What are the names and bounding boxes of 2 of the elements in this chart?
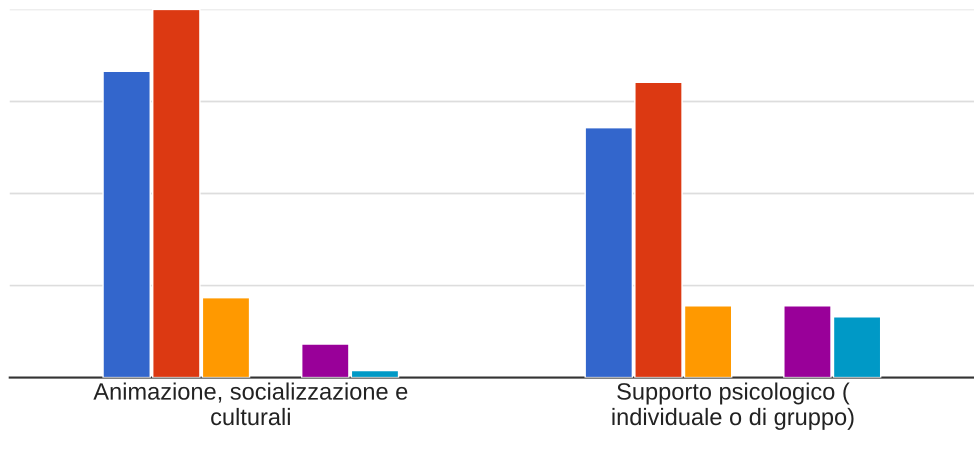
x-tick-label: Supporto psicologico ( individuale o di gruppo) <box>612 382 854 430</box>
x-tick-label: Animazione, socializzazione e culturali <box>93 382 408 426</box>
